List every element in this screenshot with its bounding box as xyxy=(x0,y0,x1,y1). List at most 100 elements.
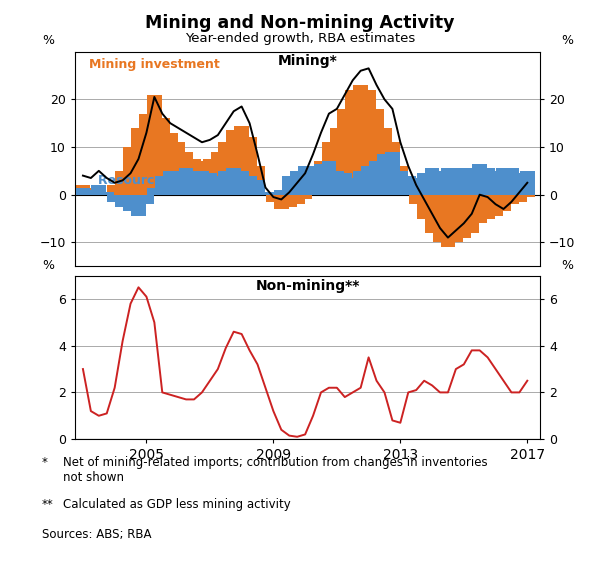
Bar xyxy=(329,171,344,195)
Bar xyxy=(440,195,455,247)
Bar xyxy=(115,171,130,195)
Bar xyxy=(433,171,448,195)
Bar xyxy=(520,171,535,195)
Bar xyxy=(211,176,225,195)
Bar xyxy=(504,168,519,195)
Bar xyxy=(171,171,185,195)
Bar xyxy=(123,195,138,211)
Bar xyxy=(393,171,407,195)
Text: %: % xyxy=(42,259,54,273)
Bar xyxy=(203,159,217,195)
Bar xyxy=(322,142,336,195)
Text: *: * xyxy=(42,456,48,470)
Bar xyxy=(464,168,479,195)
Bar xyxy=(346,178,360,195)
Bar xyxy=(258,192,273,195)
Bar xyxy=(298,166,313,195)
Bar xyxy=(457,195,471,238)
Text: Calculated as GDP less mining activity: Calculated as GDP less mining activity xyxy=(63,498,291,511)
Bar xyxy=(449,195,463,242)
Bar xyxy=(417,173,431,195)
Bar xyxy=(290,171,305,195)
Bar xyxy=(504,195,519,204)
Bar xyxy=(496,195,511,211)
Bar xyxy=(377,154,392,195)
Text: Mining and Non-mining Activity: Mining and Non-mining Activity xyxy=(145,14,455,32)
Bar xyxy=(520,195,535,197)
Bar xyxy=(480,168,495,195)
Bar xyxy=(472,164,487,195)
Bar xyxy=(409,195,424,204)
Bar xyxy=(226,130,241,195)
Bar xyxy=(100,192,114,195)
Bar xyxy=(353,85,368,195)
Bar xyxy=(488,195,503,216)
Text: Net of mining-related imports; contribution from changes in inventories
not show: Net of mining-related imports; contribut… xyxy=(63,456,488,484)
Bar xyxy=(179,152,193,195)
Bar xyxy=(337,109,352,195)
Bar xyxy=(488,171,503,195)
Bar xyxy=(361,90,376,195)
Text: Mining*: Mining* xyxy=(278,54,337,68)
Bar xyxy=(218,171,233,195)
Bar xyxy=(266,195,281,202)
Bar xyxy=(314,161,328,195)
Bar xyxy=(194,161,209,195)
Bar xyxy=(401,185,416,195)
Bar xyxy=(155,176,170,195)
Bar xyxy=(242,176,257,195)
Bar xyxy=(76,185,90,195)
Bar xyxy=(472,195,487,223)
Bar xyxy=(163,171,178,195)
Bar xyxy=(258,192,273,195)
Bar xyxy=(147,188,161,195)
Bar xyxy=(417,195,431,219)
Bar xyxy=(433,195,448,242)
Bar xyxy=(139,195,154,204)
Bar xyxy=(131,128,146,195)
Bar xyxy=(139,114,154,195)
Bar xyxy=(76,188,90,195)
Bar xyxy=(409,178,424,195)
Text: Year-ended growth, RBA estimates: Year-ended growth, RBA estimates xyxy=(185,32,415,45)
Bar xyxy=(440,168,455,195)
Bar xyxy=(346,90,360,195)
Bar xyxy=(401,176,416,195)
Bar xyxy=(131,195,146,216)
Text: %: % xyxy=(561,259,573,273)
Bar xyxy=(187,159,202,195)
Bar xyxy=(282,176,296,195)
Bar xyxy=(385,152,400,195)
Bar xyxy=(425,195,439,233)
Bar xyxy=(91,185,106,195)
Bar xyxy=(322,161,336,195)
Bar xyxy=(425,168,439,195)
Bar xyxy=(290,195,305,204)
Bar xyxy=(314,164,328,195)
Bar xyxy=(187,171,202,195)
Bar xyxy=(329,128,344,195)
Bar xyxy=(369,161,384,195)
Text: Resource exports: Resource exports xyxy=(98,174,221,187)
Text: %: % xyxy=(42,34,54,48)
Bar xyxy=(226,168,241,195)
Bar xyxy=(464,195,479,233)
Bar xyxy=(83,188,98,195)
Bar xyxy=(298,195,313,199)
Text: **: ** xyxy=(42,498,54,511)
Bar xyxy=(250,166,265,195)
Bar xyxy=(147,95,161,195)
Bar xyxy=(203,173,217,195)
Text: Mining investment: Mining investment xyxy=(89,58,220,71)
Text: Non-mining**: Non-mining** xyxy=(256,279,359,293)
Bar xyxy=(107,185,122,195)
Bar xyxy=(123,147,138,195)
Bar xyxy=(115,195,130,207)
Bar xyxy=(171,142,185,195)
Text: %: % xyxy=(561,34,573,48)
Bar xyxy=(496,168,511,195)
Text: Sources: ABS; RBA: Sources: ABS; RBA xyxy=(42,528,151,541)
Bar xyxy=(235,126,249,195)
Bar xyxy=(512,173,527,195)
Bar xyxy=(83,190,98,195)
